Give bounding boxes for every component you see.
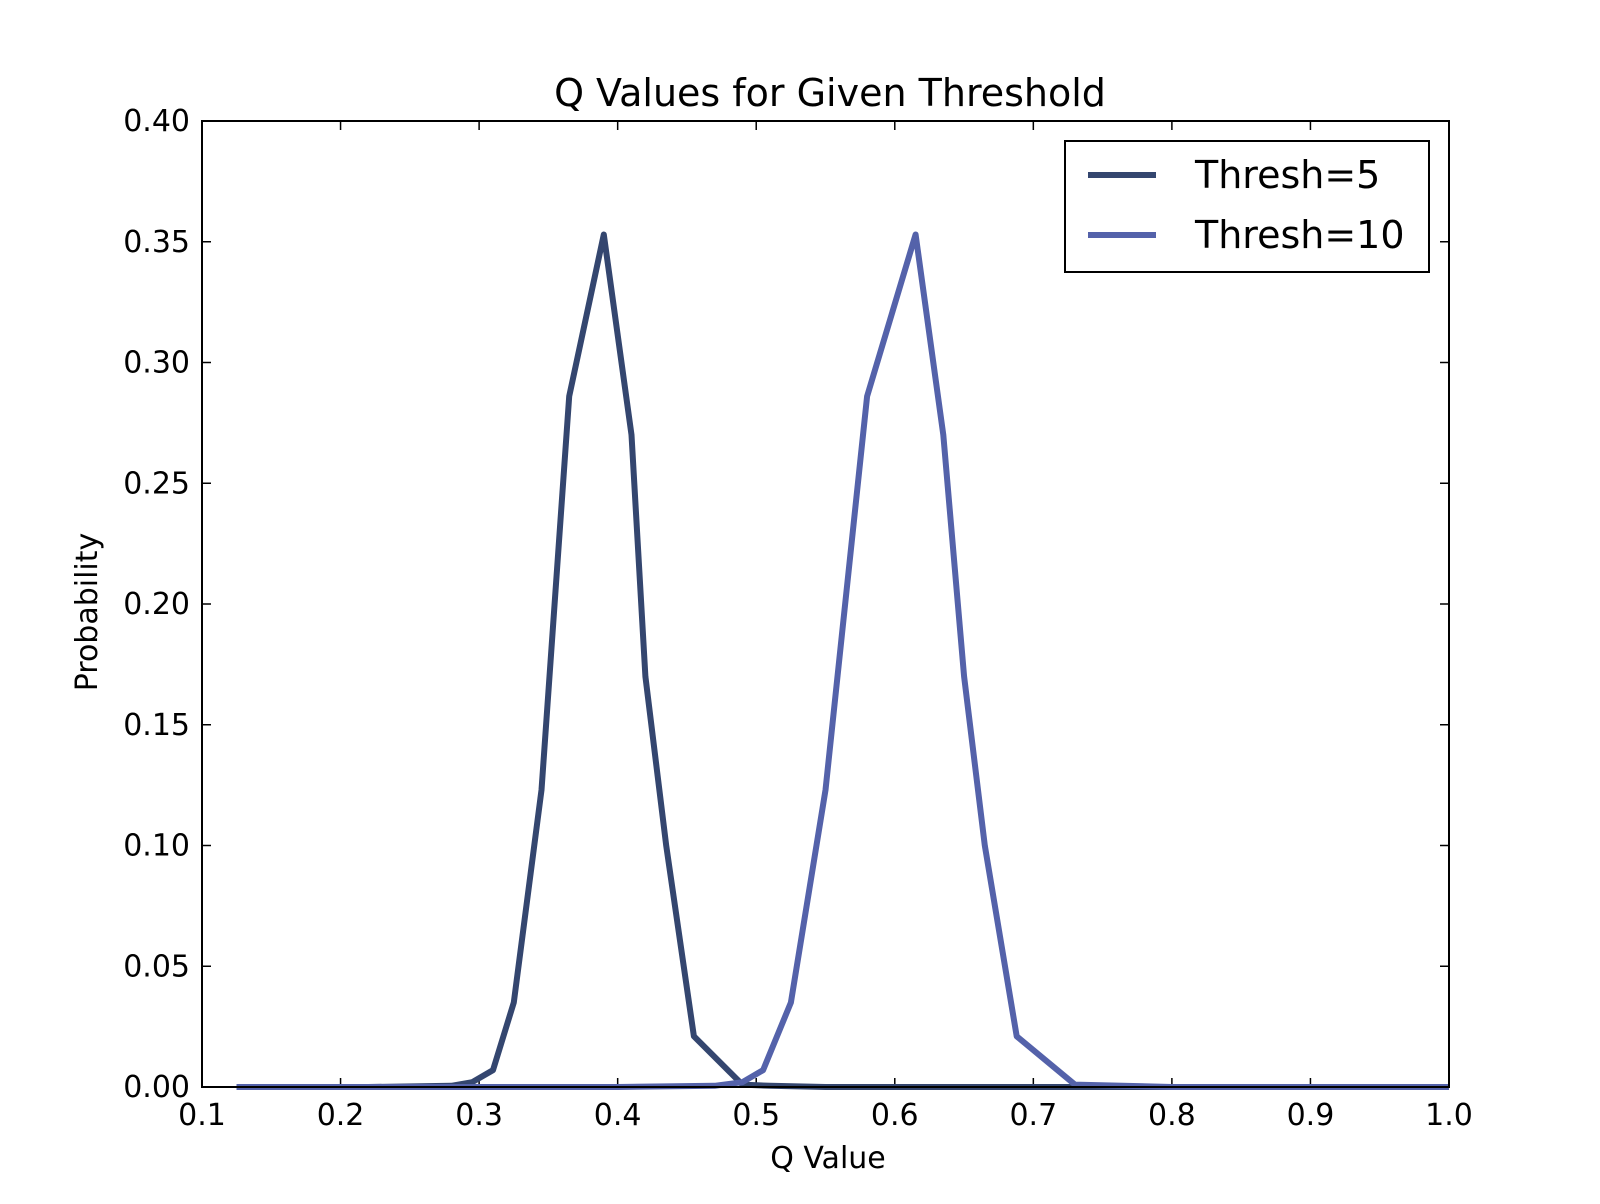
x-tick-label: 0.4: [594, 1098, 642, 1133]
axis-ticks: 0.1 0.2 0.3 0.4 0.5 0.6 0.7 0.8 0.9 1.0 0.00 0.05 0.…: [123, 104, 1473, 1133]
y-tick-label: 0.10: [123, 829, 190, 864]
x-axis-label: Q Value: [770, 1141, 886, 1176]
x-tick-label: 0.9: [1287, 1098, 1335, 1133]
y-tick-label: 0.15: [123, 708, 190, 743]
legend-label-1: Thresh=5: [1194, 153, 1380, 197]
x-tick-label: 1.0: [1425, 1098, 1473, 1133]
x-tick-label: 0.1: [178, 1098, 226, 1133]
plot-frame: [201, 120, 1450, 1088]
chart-title: Q Values for Given Threshold: [554, 71, 1106, 115]
x-tick-label: 0.3: [455, 1098, 503, 1133]
y-tick-label: 0.05: [123, 949, 190, 984]
x-tick-label: 0.8: [1148, 1098, 1196, 1133]
y-tick-label: 0.20: [123, 587, 190, 622]
x-tick-label: 0.5: [732, 1098, 780, 1133]
y-tick-label: 0.25: [123, 466, 190, 501]
legend-label-2: Thresh=10: [1194, 213, 1405, 257]
y-tick-label: 0.40: [123, 104, 190, 139]
y-tick-label: 0.35: [123, 225, 190, 260]
legend-frame: [1064, 140, 1430, 273]
y-tick-label: 0.30: [123, 346, 190, 381]
x-tick-label: 0.7: [1009, 1098, 1057, 1133]
x-tick-label: 0.6: [871, 1098, 919, 1133]
y-axis-label: Probability: [70, 533, 105, 692]
y-tick-label: 0.00: [123, 1070, 190, 1105]
legend: Thresh=5 Thresh=10: [1064, 140, 1430, 273]
x-tick-label: 0.2: [317, 1098, 365, 1133]
